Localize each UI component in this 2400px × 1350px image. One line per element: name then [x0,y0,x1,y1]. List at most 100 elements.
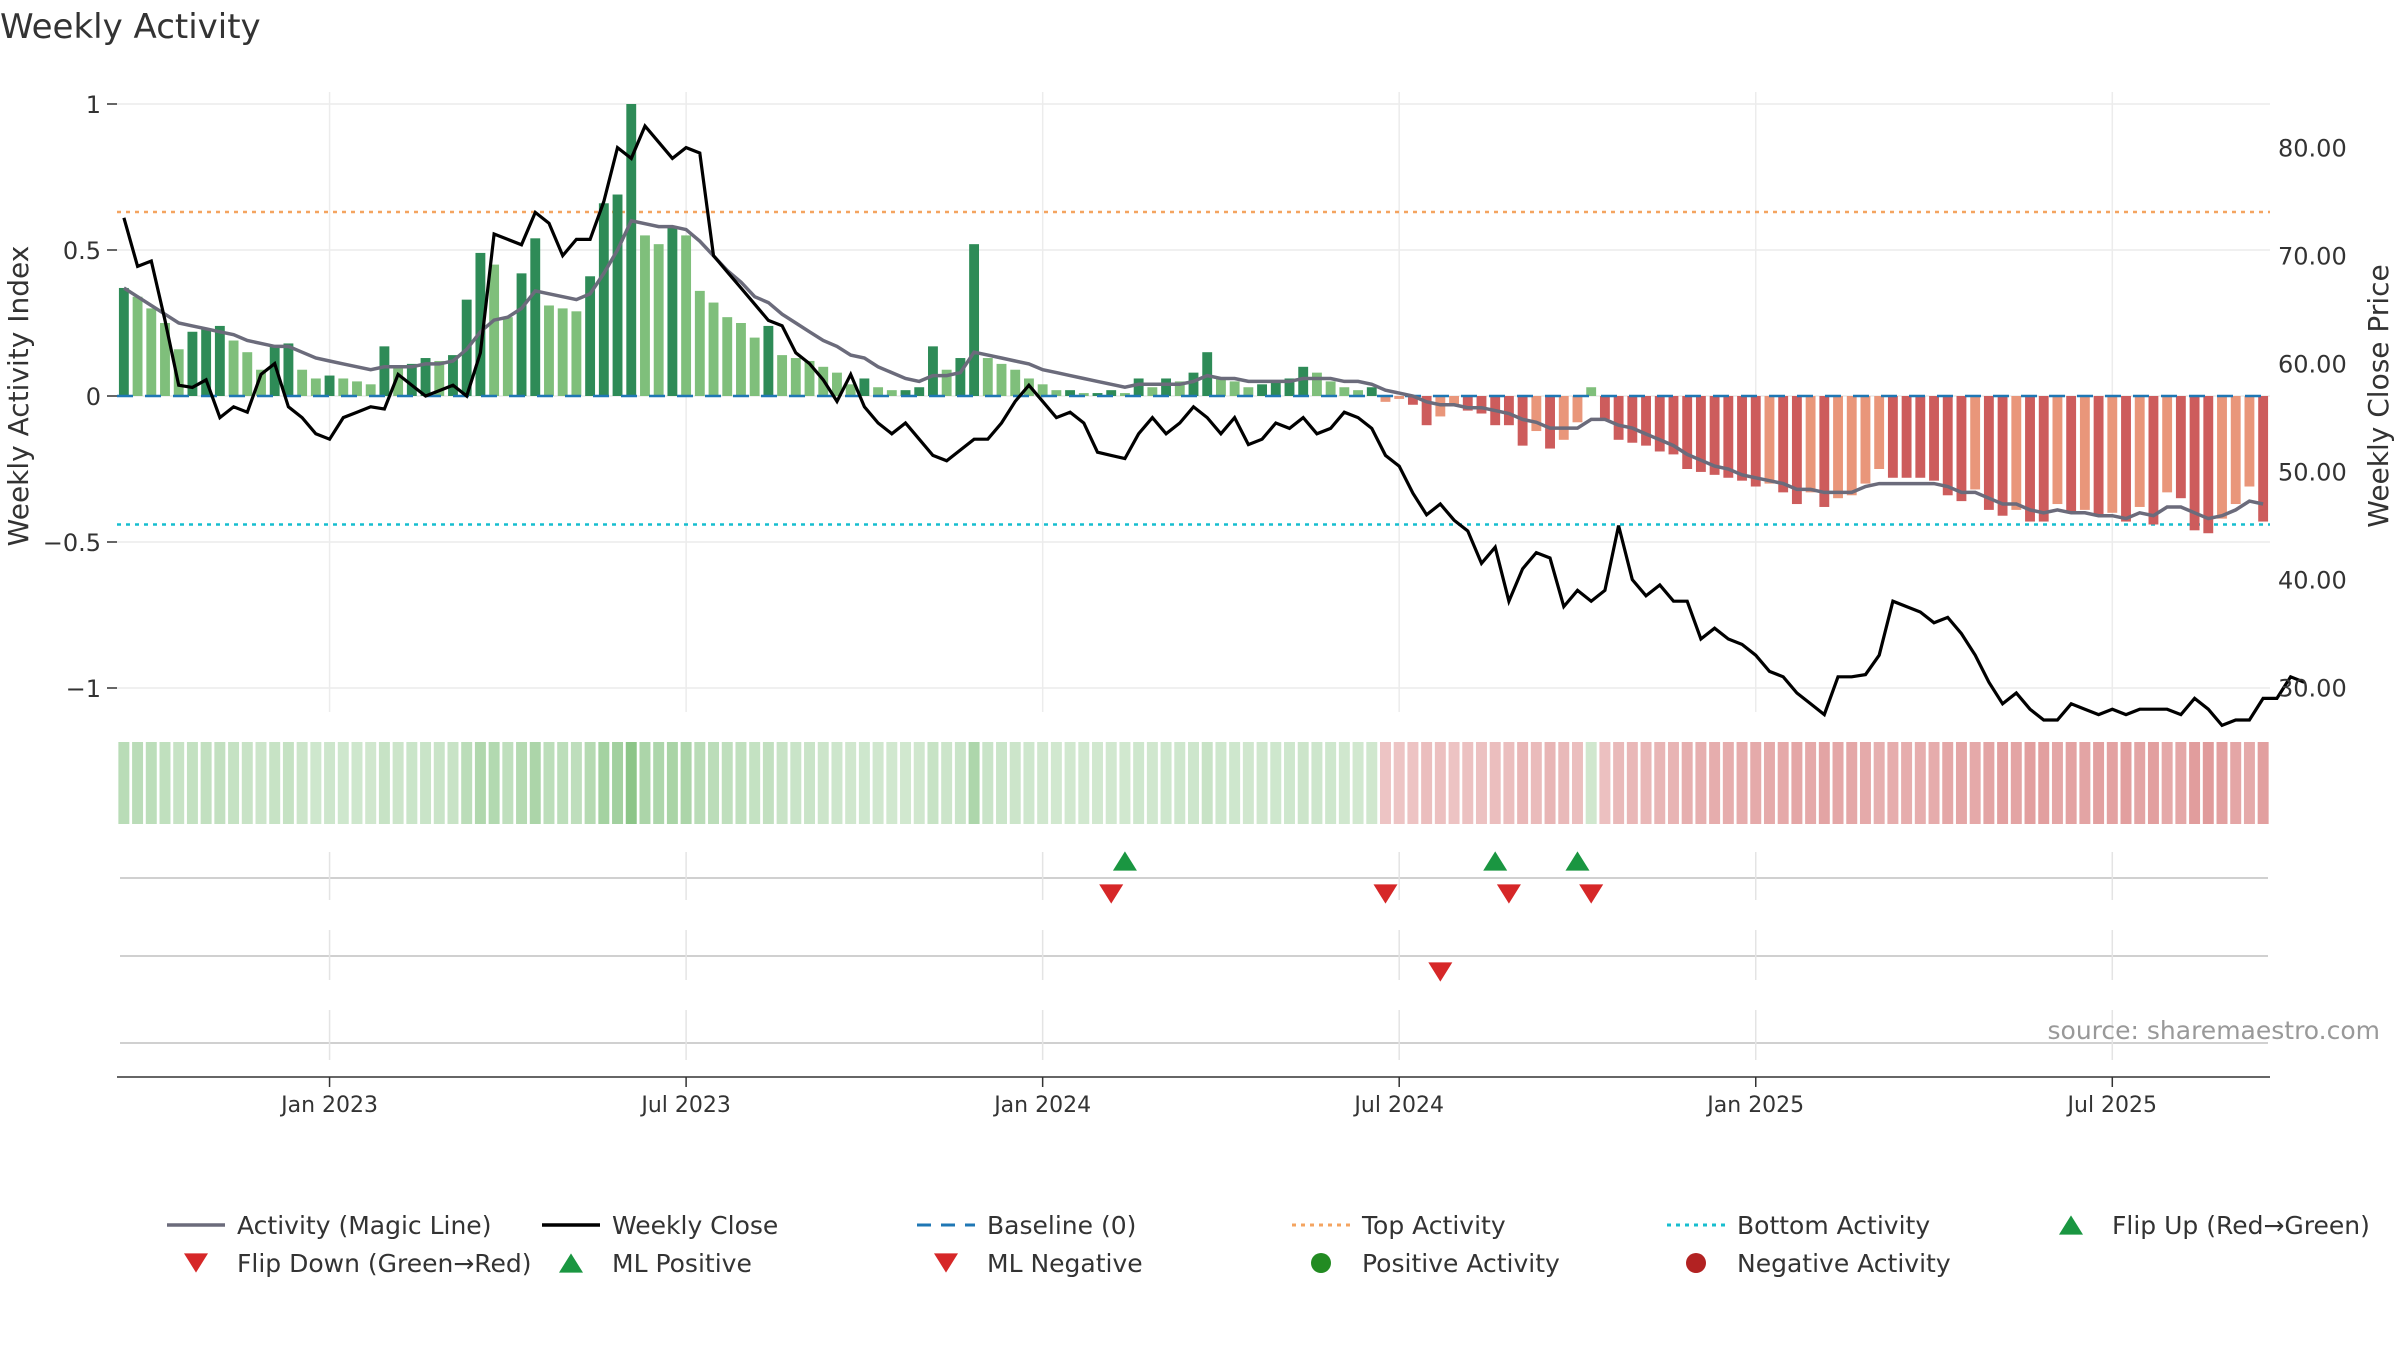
heat-strip-cell [557,742,569,824]
heat-strip-cell [1092,742,1103,824]
heat-strip-cell [598,742,610,824]
activity-bar [1709,396,1720,475]
heat-strip-cell [1297,742,1309,824]
heat-strip-cell [2161,742,2173,824]
heat-strip-cell [1750,742,1762,824]
signal-markers [120,851,2268,1060]
heat-strip-cell [1969,742,1981,824]
activity-bar [352,381,362,396]
legend-label: Baseline (0) [987,1211,1136,1240]
flip-down-marker [1373,884,1398,904]
heat-strip-cell [324,742,336,824]
heat-strip-cell [735,742,747,824]
heat-strip-cell [1805,742,1817,824]
heat-strip-cell [845,742,857,824]
heat-strip-cell [173,742,185,824]
heat-strip-cell [1681,742,1693,824]
activity-bar [324,375,335,396]
heat-strip-cell [1421,742,1433,824]
y2-tick-label: 70.00 [2278,243,2347,271]
activity-bar [1983,396,1994,510]
activity-bar [1997,396,2008,516]
heat-strip-cell [1338,742,1350,824]
activity-bar [2244,396,2255,487]
legend-label: Positive Activity [1362,1249,1560,1278]
flip-down-marker [1099,884,1124,904]
heat-strip-cell [1105,742,1117,824]
activity-bar [516,273,527,396]
source-note: source: sharemaestro.com [2048,1016,2381,1045]
activity-bar [2079,396,2090,510]
heat-strip-cell [1174,742,1186,824]
activity-bar [1572,396,1583,423]
activity-bar [2052,396,2063,505]
activity-bar [283,343,294,396]
heat-strip-cell [1942,742,1954,824]
heat-strip-cell [365,742,377,824]
heat-strip-cell [1229,742,1241,824]
heat-strip-cell [378,742,390,824]
activity-bar [1284,378,1295,396]
heat-strip-cell [2051,742,2063,824]
activity-bar [1311,372,1322,396]
x-tick-label: Jul 2024 [1352,1093,1444,1118]
activity-bar [1915,396,1926,478]
activity-bar [2217,396,2227,519]
activity-bar [1668,396,1679,455]
y2-tick-label: 40.00 [2278,567,2347,595]
legend-swatch-triangle-down [934,1253,958,1273]
heat-strip-cell [1201,742,1213,824]
activity-bar [941,369,952,396]
x-tick-label: Jan 2023 [279,1093,378,1118]
heat-strip-cell [145,742,157,824]
heat-strip-cell [653,742,665,824]
heat-strip-cell [1887,742,1899,824]
activity-bar [1462,396,1473,411]
activity-bar [475,252,486,396]
activity-bar [749,337,760,396]
heat-strip-cell [1722,742,1734,824]
heat-strip-cell [516,742,528,824]
activity-bar [2230,396,2241,505]
activity-bar [2162,396,2173,493]
activity-bar [736,323,746,396]
heat-strip-cell [2189,742,2201,824]
axes: 1 0.5 0 −0.5 −1 80.00 70.00 60.00 50.00 40.00 30.0… [43,91,2347,703]
heat-strip-cell [612,742,624,824]
legend-swatch-triangle-up [559,1253,583,1273]
activity-bar [653,244,664,396]
heat-strip-cell [1448,742,1460,824]
heat-strip-cell [1119,742,1131,824]
heat-strip-cell [1736,742,1748,824]
heat-strip-cell [1380,742,1391,824]
activity-bar [667,226,678,396]
heat-strip-cell [2216,742,2228,824]
heat-strip-cell [2120,742,2132,824]
activity-bar [1037,384,1048,396]
legend: Activity (Magic Line) Weekly Close Baselin… [167,1211,2370,1278]
flip-down-marker [1579,884,1604,904]
heat-strip-cell [186,742,198,824]
heat-strip-cell [996,742,1007,824]
legend-swatch-circle [1311,1253,1331,1273]
heat-strip-cell [2079,742,2091,824]
activity-bar [1586,387,1597,396]
activity-bar [1819,396,1830,507]
legend-label: Bottom Activity [1737,1211,1930,1240]
activity-bar [1545,396,1555,449]
heat-strip-cell [1777,742,1789,824]
heat-strip-cell [1325,742,1337,824]
activity-bar [1394,396,1405,399]
y-tick-label: 1 [86,91,101,119]
legend-label: Negative Activity [1737,1249,1951,1278]
activity-bar [2066,396,2077,513]
y2-axis-label: Weekly Close Price [2362,264,2395,527]
heat-strip-cell [1667,742,1679,824]
heat-strip-cell [1818,742,1830,824]
activity-bar [1901,396,1912,478]
heat-strip-cell [1544,742,1556,824]
activity-bar [1119,393,1130,396]
heat-strip-cell [1462,742,1474,824]
x-axis: Jan 2023 Jul 2023 Jan 2024 Jul 2024 Jan 2025… [117,1076,2270,1118]
activity-bar [448,355,458,396]
